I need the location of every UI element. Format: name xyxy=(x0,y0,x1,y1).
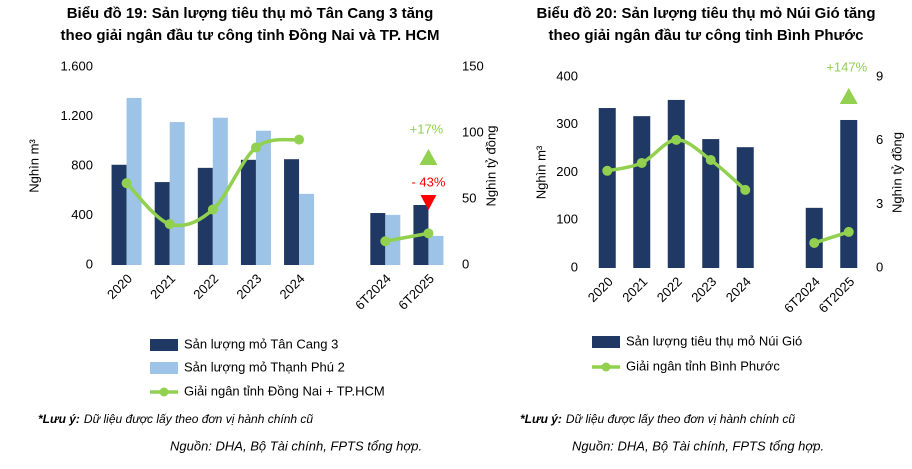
note: *Lưu ý: Dữ liệu được lấy theo đơn vị hành… xyxy=(520,412,795,426)
annotation-arrow xyxy=(419,149,438,165)
bar xyxy=(111,164,127,265)
chart-title: theo giải ngân đầu tư công tỉnh Đồng Nai… xyxy=(61,27,440,44)
source: Nguồn: DHA, Bộ Tài chính, FPTS tổng hợp. xyxy=(572,438,824,453)
y2-axis-label: Nghìn tỷ đồng xyxy=(483,126,498,207)
annotation: - 43% xyxy=(411,174,445,189)
bar xyxy=(169,122,185,265)
legend-swatch xyxy=(159,387,169,397)
y2-tick-label: 100 xyxy=(462,124,484,139)
y-tick-label: 300 xyxy=(556,116,578,131)
y2-tick-label: 6 xyxy=(876,132,883,147)
line-marker xyxy=(602,165,613,176)
bar xyxy=(370,213,386,265)
y-tick-label: 200 xyxy=(556,164,578,179)
x-tick-label: 2023 xyxy=(688,274,719,305)
line-marker xyxy=(636,157,647,168)
legend-label: Giải ngân tỉnh Đồng Nai + TP.HCM xyxy=(184,383,385,398)
x-tick-label: 2022 xyxy=(654,274,685,305)
x-tick-label: 6T2024 xyxy=(352,271,394,313)
x-tick-label: 2024 xyxy=(723,274,754,305)
note: *Lưu ý: Dữ liệu được lấy theo đơn vị hành… xyxy=(38,412,313,426)
y-axis-label: Nghìn m³ xyxy=(26,139,41,193)
y2-tick-label: 0 xyxy=(462,256,469,271)
y2-tick-label: 3 xyxy=(876,196,883,211)
bar xyxy=(255,130,271,265)
bar xyxy=(154,182,170,265)
bar xyxy=(284,159,300,265)
y-tick-label: 400 xyxy=(71,207,93,222)
y-tick-label: 0 xyxy=(86,256,93,271)
legend-label: Sản lượng tiêu thụ mỏ Núi Gió xyxy=(626,333,802,348)
chart-title: theo giải ngân đầu tư công tỉnh Bình Phư… xyxy=(549,27,864,44)
x-tick-label: 2024 xyxy=(277,271,308,302)
x-tick-label: 6T2025 xyxy=(395,271,437,313)
line-marker xyxy=(740,184,751,195)
annotation: +17% xyxy=(410,121,444,136)
bar xyxy=(126,97,142,265)
line-marker xyxy=(809,237,820,248)
bar xyxy=(212,117,228,265)
chart: Biểu đồ 19: Sản lượng tiêu thụ mỏ Tân Ca… xyxy=(26,5,498,453)
y2-tick-label: 9 xyxy=(876,68,883,83)
line-marker xyxy=(671,134,682,145)
x-tick-label: 2020 xyxy=(104,271,135,302)
x-tick-label: 2022 xyxy=(190,271,221,302)
x-tick-label: 6T2024 xyxy=(781,274,823,316)
bar xyxy=(840,119,858,268)
legend-swatch xyxy=(150,339,178,351)
y-tick-label: 100 xyxy=(556,212,578,227)
line-marker xyxy=(121,178,132,189)
y2-tick-label: 150 xyxy=(462,58,484,73)
chart-title: Biểu đồ 20: Sản lượng tiêu thụ mỏ Núi Gi… xyxy=(536,5,875,22)
annotation: +147% xyxy=(826,59,867,74)
line-marker xyxy=(250,142,261,153)
bar xyxy=(598,108,616,268)
x-tick-label: 2023 xyxy=(233,271,264,302)
line-marker xyxy=(164,219,175,230)
note-label: *Lưu ý: xyxy=(520,412,562,426)
line-marker xyxy=(423,228,434,239)
x-tick-label: 2020 xyxy=(585,274,616,305)
y-axis-label: Nghìn m³ xyxy=(533,145,548,199)
legend-label: Giải ngân tỉnh Bình Phước xyxy=(626,358,780,373)
legend-swatch xyxy=(592,336,620,348)
legend-swatch xyxy=(150,362,178,374)
line-marker xyxy=(294,134,305,145)
annotation-arrow xyxy=(839,88,858,104)
note-text: Dữ liệu được lấy theo đơn vị hành chính … xyxy=(84,412,314,426)
legend-label: Sản lượng mỏ Thạnh Phú 2 xyxy=(184,359,345,374)
source: Nguồn: DHA, Bộ Tài chính, FPTS tổng hợp. xyxy=(170,438,422,453)
bar xyxy=(667,99,685,268)
y2-axis-label: Nghìn tỷ đồng xyxy=(889,132,904,213)
y-tick-label: 1.600 xyxy=(60,58,93,73)
bar xyxy=(428,235,444,265)
bar xyxy=(240,159,256,265)
y-tick-label: 1.200 xyxy=(60,108,93,123)
y-tick-label: 0 xyxy=(571,259,578,274)
bar xyxy=(299,193,315,265)
bar xyxy=(805,207,823,268)
note-text: Dữ liệu được lấy theo đơn vị hành chính … xyxy=(566,412,796,426)
note-label: *Lưu ý: xyxy=(38,412,80,426)
bar xyxy=(702,139,720,268)
legend-swatch xyxy=(601,362,611,372)
legend-label: Sản lượng mỏ Tân Cang 3 xyxy=(184,336,338,351)
y2-tick-label: 50 xyxy=(462,190,476,205)
bar xyxy=(633,116,651,268)
x-tick-label: 2021 xyxy=(619,274,650,305)
x-tick-label: 6T2025 xyxy=(816,274,858,316)
y-tick-label: 400 xyxy=(556,68,578,83)
annotation-arrow xyxy=(420,195,437,210)
y-tick-label: 800 xyxy=(71,157,93,172)
bar xyxy=(736,147,754,268)
x-tick-label: 2021 xyxy=(147,271,178,302)
y2-tick-label: 0 xyxy=(876,259,883,274)
chart: Biểu đồ 20: Sản lượng tiêu thụ mỏ Núi Gi… xyxy=(520,5,904,453)
chart-title: Biểu đồ 19: Sản lượng tiêu thụ mỏ Tân Ca… xyxy=(67,5,434,22)
line-marker xyxy=(705,154,716,165)
line-marker xyxy=(380,236,391,247)
line-marker xyxy=(843,226,854,237)
line-marker xyxy=(207,204,218,215)
